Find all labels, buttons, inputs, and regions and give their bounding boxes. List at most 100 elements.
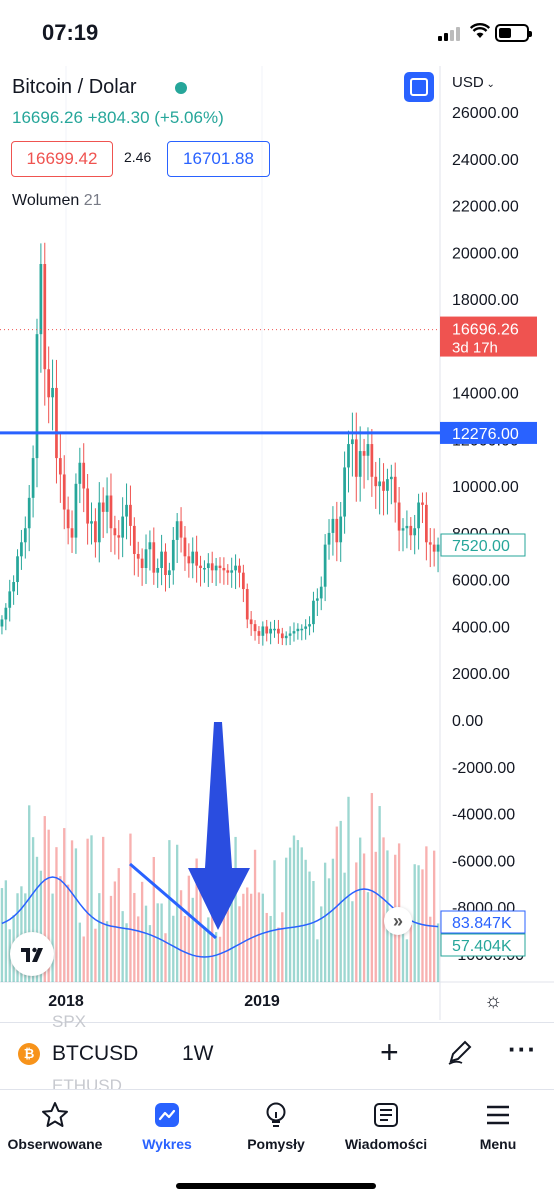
- candle-body: [436, 544, 440, 552]
- volume-bar: [117, 868, 120, 982]
- volume-bar: [160, 903, 163, 982]
- wifi-icon: [470, 23, 490, 38]
- sell-button[interactable]: 16699.42: [11, 141, 113, 177]
- candle-body: [51, 387, 54, 398]
- candle-body: [292, 631, 296, 634]
- symbol-toolbar: [0, 1022, 554, 1088]
- price-chart[interactable]: 26000.00 24000.00 22000.00 20000.00 18000.00…: [0, 66, 554, 1020]
- candle-body: [78, 462, 82, 484]
- candle-body: [214, 565, 218, 571]
- volume-ma-badge: [440, 910, 526, 934]
- candle-body: [378, 481, 382, 487]
- currency-selector[interactable]: USD ⌄: [452, 74, 495, 91]
- volume-bar: [90, 835, 93, 982]
- volume-bar: [31, 837, 35, 982]
- fullscreen-icon[interactable]: [404, 72, 434, 102]
- tab-label: Pomysły: [247, 1136, 305, 1152]
- candle-body: [31, 458, 35, 498]
- price-line-badge: [440, 421, 537, 444]
- tradingview-logo-icon[interactable]: [10, 932, 54, 976]
- candle-body: [20, 542, 23, 557]
- candle-body: [109, 495, 113, 529]
- volume-bar: [374, 851, 377, 982]
- spread-value: 2.46: [124, 149, 152, 165]
- candle-body: [179, 521, 183, 538]
- y-tick-label: 26000.00: [452, 105, 519, 122]
- candle-body: [261, 626, 265, 636]
- volume-bar: [35, 856, 39, 982]
- volume-bar: [66, 884, 70, 982]
- volume-bar: [351, 901, 354, 982]
- volume-bar: [47, 829, 50, 982]
- candle-body: [315, 598, 319, 601]
- candle-body: [312, 600, 315, 625]
- candle-body: [74, 483, 78, 538]
- status-time: 07:19: [42, 20, 99, 45]
- volume-bar: [343, 872, 346, 982]
- price-line-label: 12276.00: [452, 426, 519, 443]
- candle-body: [23, 528, 27, 543]
- candle-body: [160, 551, 163, 568]
- chevron-down-icon: ⌄: [483, 79, 495, 90]
- candle-body: [140, 558, 144, 568]
- candle-body: [183, 537, 187, 557]
- volume-bar: [152, 856, 155, 982]
- pen-icon[interactable]: [446, 1038, 474, 1066]
- tab-menu[interactable]: Menu: [466, 1100, 530, 1152]
- candle-body: [97, 502, 101, 543]
- candle-body: [362, 451, 366, 456]
- candle-body: [308, 624, 311, 627]
- tab-watchlist[interactable]: Obserwowane: [2, 1100, 108, 1152]
- candle-body: [253, 624, 257, 632]
- volume-bar: [425, 846, 428, 982]
- volume-bar: [253, 849, 257, 982]
- candle-body: [417, 502, 420, 529]
- candle-body: [47, 369, 51, 398]
- candle-body: [358, 451, 362, 477]
- candle-body: [156, 568, 160, 573]
- candle-body: [401, 528, 405, 531]
- candle-body: [230, 570, 234, 573]
- volume-bar: [300, 847, 303, 982]
- candle-body: [269, 628, 272, 634]
- tab-label: Wykres: [142, 1136, 192, 1152]
- volume-bar: [382, 837, 385, 982]
- more-icon[interactable]: ···: [508, 1034, 537, 1064]
- candle-body: [421, 502, 424, 505]
- candle-body: [413, 528, 417, 536]
- candle-body: [8, 591, 12, 608]
- volume-bar: [436, 923, 440, 982]
- buy-button[interactable]: 16701.88: [167, 141, 270, 177]
- candle-body: [148, 542, 152, 550]
- candle-body: [234, 565, 237, 571]
- volume-bar: [51, 893, 54, 982]
- candle-body: [382, 481, 385, 491]
- tab-news[interactable]: Wiadomości: [336, 1100, 436, 1152]
- volume-bar: [378, 806, 381, 982]
- plus-icon[interactable]: +: [380, 1034, 399, 1070]
- scroll-to-realtime-icon[interactable]: »: [384, 907, 412, 935]
- symbol-selector[interactable]: BTCUSD: [52, 1042, 139, 1065]
- gear-icon[interactable]: ☼: [484, 990, 503, 1012]
- interval-selector[interactable]: 1W: [182, 1042, 214, 1065]
- volume-bar: [4, 880, 8, 982]
- y-tick-label: 0.00: [452, 713, 483, 730]
- candle-body: [351, 439, 354, 445]
- candle-body: [238, 565, 241, 573]
- candle-body: [284, 635, 288, 639]
- candle-body: [296, 628, 300, 632]
- volume-bar: [218, 936, 222, 982]
- volume-bar: [94, 928, 97, 982]
- candle-body: [203, 568, 206, 570]
- volume-bar: [323, 862, 327, 982]
- candle-body: [331, 518, 335, 533]
- volume-bar: [370, 793, 374, 982]
- volume-bar: [261, 893, 264, 982]
- signal-icon: [438, 27, 462, 41]
- tab-chart[interactable]: Wykres: [124, 1100, 210, 1152]
- candle-body: [39, 264, 43, 335]
- tab-ideas[interactable]: Pomysły: [236, 1100, 316, 1152]
- volume-bar: [214, 932, 218, 982]
- candle-body: [343, 467, 346, 517]
- candle-body: [245, 589, 249, 620]
